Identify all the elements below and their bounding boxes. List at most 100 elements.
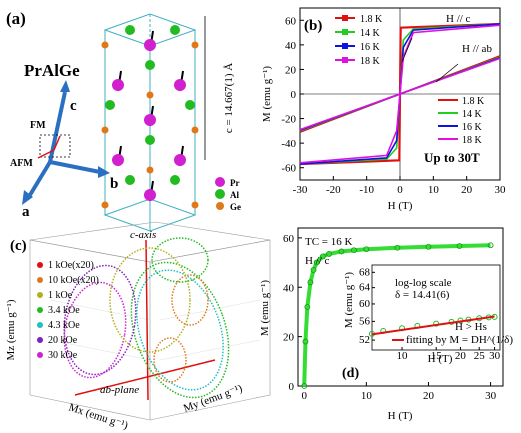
data-point: [456, 243, 463, 249]
y-tick-label: 20: [283, 332, 295, 344]
y-tick-label: 0: [289, 381, 295, 393]
x-tick-label: 10: [361, 390, 373, 402]
c-axis-line: [145, 239, 149, 401]
legend-label: 3.4 kOe: [48, 305, 80, 316]
compound-name: PrAlGe: [24, 61, 80, 80]
inset-y-tick-label: 68: [359, 266, 371, 278]
data-point: [326, 251, 332, 257]
inset-y-tick-label: 56: [359, 315, 371, 327]
arrow-c: [401, 37, 413, 63]
data-point: [302, 338, 309, 345]
inset-y-tick-label: 60: [359, 298, 371, 310]
data-point: [487, 242, 494, 249]
inset-delta: δ = 14.41(6): [395, 289, 450, 301]
inset-title: log-log scale: [395, 277, 452, 289]
series-line: [299, 57, 501, 131]
up-to-30t-label: Up to 30T: [424, 150, 480, 165]
y-tick-label: 20: [285, 64, 297, 76]
plot-b-legend: 1.8 K 14 K 16 K 18 K 1.8 K 14 K 16 K 18 K: [335, 14, 485, 146]
al-atom: [105, 100, 115, 110]
inset-frame: [371, 264, 501, 351]
fm-arrow: [53, 135, 61, 151]
legend-label: 14 K: [360, 28, 381, 39]
al-atom: [125, 175, 135, 185]
plot-b-ylabel: M (emu g⁻¹): [261, 66, 273, 122]
plot-c-legend: 1 kOe(x20) 10 kOe(x20) 1 kOe 3.4 kOe 4.3 kOe…: [37, 260, 99, 361]
ab-plane-text: ab-plane: [100, 384, 139, 396]
y-tick-label: -40: [281, 138, 296, 150]
legend-label: 14 K: [462, 109, 483, 120]
grid-3d: [49, 299, 261, 361]
pr-atom: [144, 114, 156, 126]
legend-marker: [342, 57, 348, 63]
data-point: [338, 248, 345, 255]
polar-loop: [153, 337, 187, 383]
plot-d-series: [301, 242, 494, 389]
panel-b-label: (b): [304, 18, 322, 34]
pr-label: Pr: [230, 178, 240, 188]
legend-label: 1 kOe(x20): [48, 260, 94, 271]
y-tick-label: 40: [285, 40, 297, 52]
series-line: [302, 243, 491, 387]
a-axis-label: a: [22, 204, 30, 220]
my-label: My (emu g⁻¹): [182, 382, 244, 414]
data-point: [304, 304, 311, 310]
legend-marker: [37, 262, 43, 268]
y-tick-label: 60: [283, 233, 295, 245]
spin-box: [39, 134, 71, 158]
inset-condition: H > Hs: [455, 321, 487, 333]
plot-b-series: [299, 22, 501, 166]
x-tick-label: 20: [461, 184, 473, 196]
inset-y-tick-label: 64: [359, 282, 371, 294]
data-point: [363, 246, 370, 253]
polar-loop: [130, 261, 230, 399]
x-tick-label: 0: [397, 184, 403, 196]
ge-atom: [101, 126, 109, 134]
axes-triad: c b a FM AFM: [10, 80, 118, 220]
legend-label: 16 K: [360, 42, 381, 53]
panel-c-label: (c): [10, 238, 27, 254]
b-axis-arrow: [49, 160, 101, 174]
inset-y-tick-label: 52: [359, 334, 370, 346]
legend-marker: [37, 352, 43, 358]
inset-fit-line: [371, 315, 495, 336]
polar-loop: [63, 281, 127, 379]
legend-label: 18 K: [462, 135, 483, 146]
ge-marker: [216, 202, 224, 210]
ge-atom: [101, 201, 109, 209]
y-tick-label: 0: [291, 89, 297, 101]
afm-label: AFM: [10, 158, 33, 169]
atoms-layer: [101, 25, 199, 209]
polar-loop: [109, 247, 191, 353]
inset-series: [369, 313, 498, 337]
legend-label: 20 kOe: [48, 335, 78, 346]
plot-d-frame: [297, 227, 504, 387]
plot-b-ticks: -30 -20 -10 0 10 20 30 -60 -40 -20 0 20 40 60: [281, 15, 506, 196]
polar-loop: [63, 264, 137, 376]
x-tick-label: 0: [301, 390, 307, 402]
ge-atom: [101, 41, 109, 49]
legend-label: 1.8 K: [462, 96, 485, 107]
lattice-label: c = 14.667(1) Å: [223, 63, 235, 133]
legend-marker: [342, 15, 348, 21]
x-tick-label: 20: [423, 390, 435, 402]
pr-atom: [112, 79, 124, 91]
mz-label: Mz (emu g⁻¹): [5, 299, 17, 360]
panel-a-label: (a): [6, 9, 26, 28]
element-legend: Pr Al Ge: [215, 177, 241, 212]
plot-d-ticks: 0 10 20 30 0 20 40 60: [283, 233, 497, 402]
polar-loops: [63, 237, 230, 399]
al-atom: [125, 25, 135, 35]
data-point: [425, 243, 432, 250]
inset-x-tick-label: 30: [489, 350, 501, 362]
al-atom: [145, 135, 155, 145]
x-tick-label: 10: [428, 184, 440, 196]
legend-label: 4.3 kOe: [48, 320, 80, 331]
al-atom: [170, 175, 180, 185]
b-axis-label: b: [110, 176, 118, 192]
al-label: Al: [230, 190, 239, 200]
x-tick-label: -20: [326, 184, 341, 196]
pr-atom: [144, 189, 156, 201]
legend-marker: [37, 337, 43, 343]
